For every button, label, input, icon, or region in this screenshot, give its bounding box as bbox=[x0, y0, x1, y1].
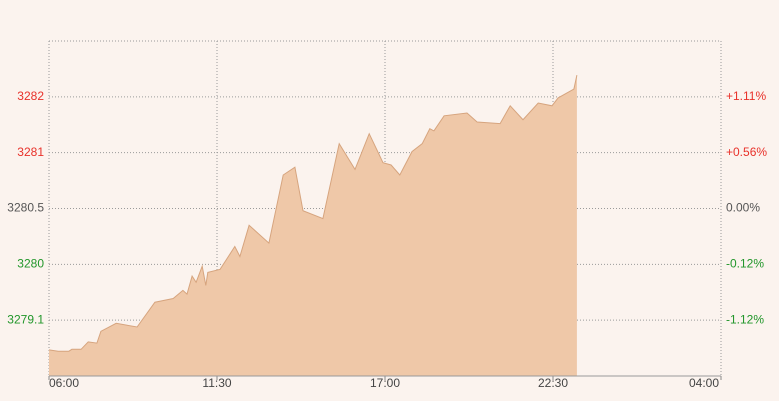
x-tick-label: 04:00 bbox=[689, 376, 719, 390]
area-fill bbox=[49, 75, 577, 376]
y-tick-label: 3282 bbox=[17, 89, 44, 103]
x-tick-label: 17:00 bbox=[370, 376, 400, 390]
y2-tick-label: +1.11% bbox=[726, 89, 766, 103]
y-tick-label: 3281 bbox=[17, 145, 44, 159]
x-tick-label: 06:00 bbox=[49, 376, 79, 390]
y2-tick-label: -1.12% bbox=[726, 312, 764, 326]
price-line bbox=[48, 74, 578, 352]
y-tick-label: 3280 bbox=[17, 257, 44, 271]
y-tick-label: 3280.5 bbox=[7, 201, 44, 215]
y2-tick-label: +0.56% bbox=[726, 145, 767, 159]
x-tick-label: 22:30 bbox=[538, 376, 568, 390]
y2-tick-label: 0.00% bbox=[726, 201, 760, 215]
x-tick-label: 11:30 bbox=[202, 376, 231, 390]
y2-tick-label: -0.12% bbox=[726, 257, 764, 271]
y-tick-label: 3279.1 bbox=[7, 312, 44, 326]
